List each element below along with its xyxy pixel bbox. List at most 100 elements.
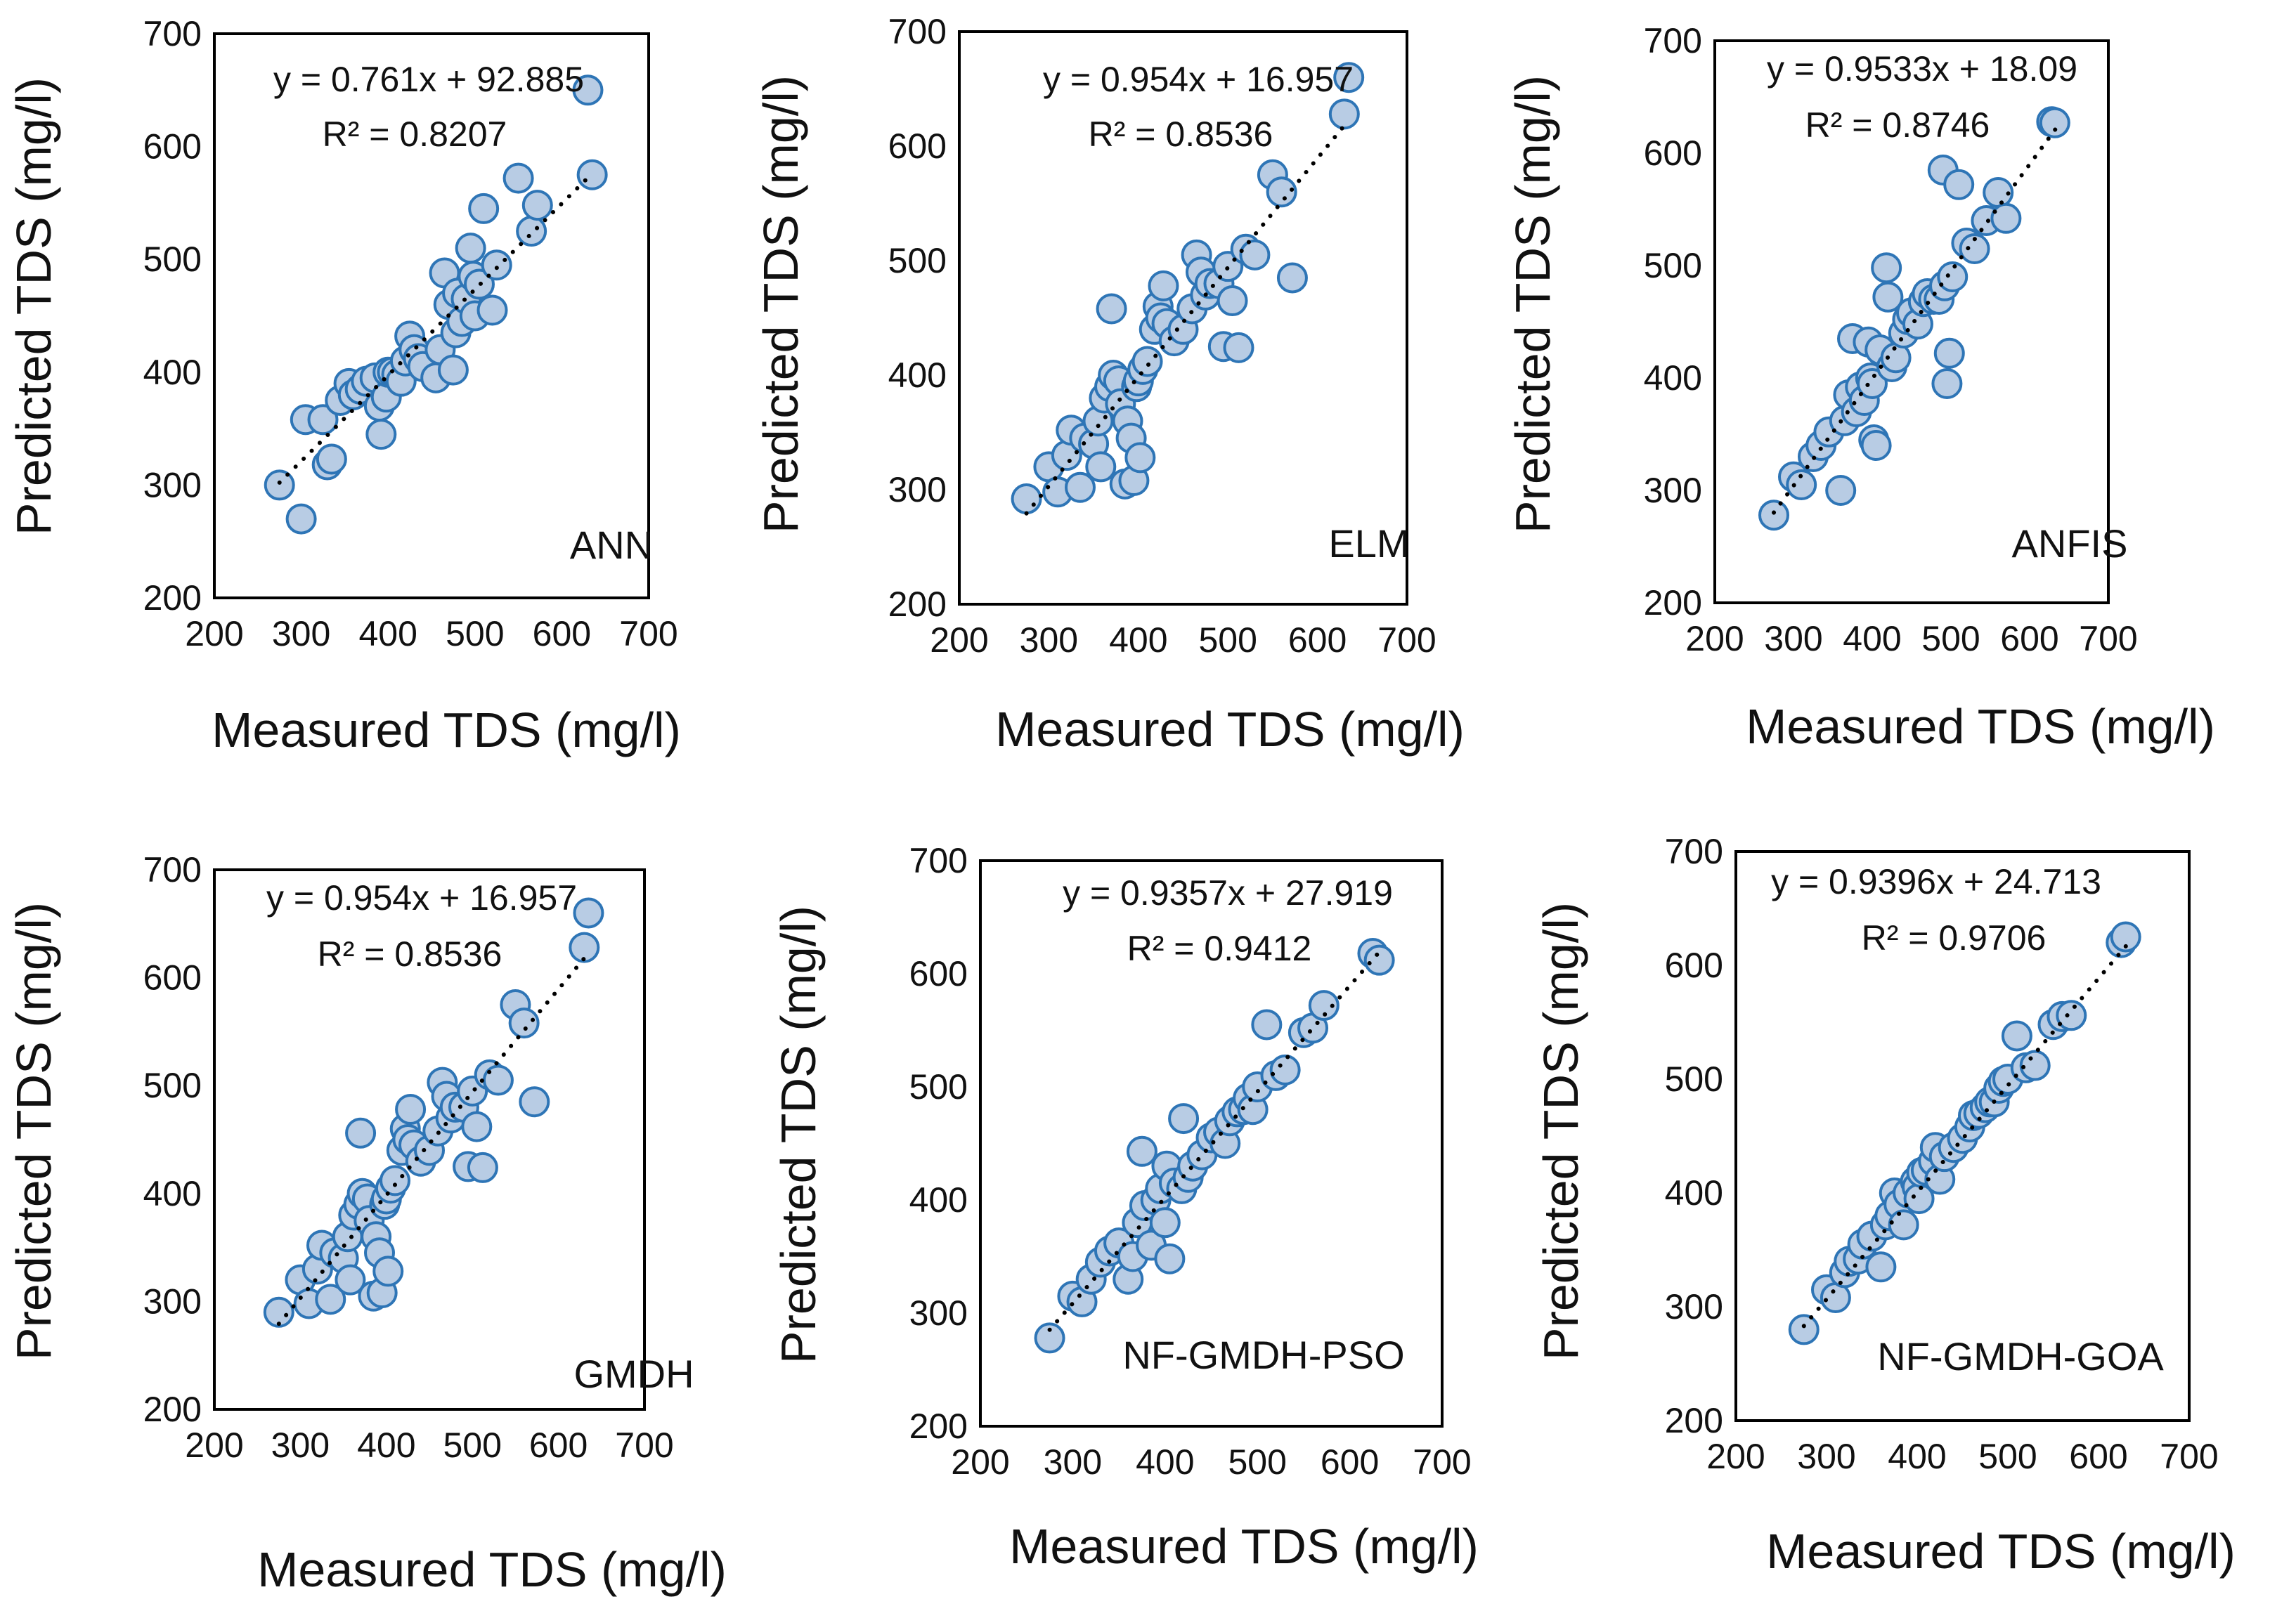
y-tick-label: 200 [1665, 1401, 1723, 1440]
data-point [573, 897, 604, 929]
data-point [1333, 62, 1365, 93]
y-tick-label: 700 [143, 14, 202, 53]
x-axis-title: Measured TDS (mg/l) [995, 702, 1465, 757]
trend-line [1772, 124, 2060, 515]
data-point [1276, 262, 1308, 294]
data-point [1064, 471, 1096, 503]
data-point [521, 190, 553, 221]
r-squared: R² = 0.8536 [318, 934, 502, 974]
data-point [1124, 442, 1156, 474]
data-point [316, 443, 347, 475]
y-tick-label: 700 [1665, 832, 1723, 871]
data-point [1933, 337, 1965, 369]
trend-equation: y = 0.761x + 92.885 [273, 60, 584, 99]
y-tick-label: 300 [1644, 471, 1702, 510]
data-point [519, 1086, 550, 1118]
data-point [482, 1064, 514, 1096]
y-axis-title: Predicted TDS (mg/l) [6, 77, 61, 535]
y-tick-label: 300 [143, 1281, 202, 1321]
trend-equation: y = 0.9357x + 27.919 [1063, 873, 1393, 913]
data-point [1096, 293, 1127, 325]
data-point [1959, 233, 1990, 264]
y-tick-label: 500 [143, 1066, 202, 1105]
x-axis-title: Measured TDS (mg/l) [1766, 1524, 2236, 1579]
data-point [1786, 469, 1817, 500]
y-tick-label: 200 [143, 1390, 202, 1429]
data-point [476, 294, 508, 326]
x-tick-label: 500 [1228, 1442, 1286, 1482]
x-axis-title: Measured TDS (mg/l) [212, 703, 681, 757]
x-tick-label: 600 [2000, 619, 2058, 658]
data-point [1865, 1251, 1897, 1283]
model-label: GMDH [573, 1352, 694, 1396]
y-tick-label: 500 [1644, 246, 1702, 285]
y-axis-title: Predicted TDS (mg/l) [753, 75, 808, 533]
y-tick-label: 500 [1665, 1059, 1723, 1099]
data-point [1860, 430, 1892, 461]
data-point [1931, 368, 1963, 399]
data-point [264, 469, 295, 501]
model-label: ANN [570, 523, 653, 567]
plot-frame [213, 32, 650, 599]
data-point [1937, 261, 1969, 292]
data-point [502, 162, 534, 194]
trend-line [276, 951, 591, 1326]
y-axis-title: Predicted TDS (mg/l) [1533, 902, 1588, 1360]
data-point [1168, 1103, 1200, 1135]
x-tick-label: 500 [1198, 620, 1257, 660]
data-point [1872, 281, 1904, 313]
data-point [1943, 169, 1975, 200]
r-squared: R² = 0.8746 [1805, 105, 1990, 145]
data-point [1363, 944, 1395, 976]
trend-equation: y = 0.9533x + 18.09 [1767, 49, 2077, 89]
y-tick-label: 600 [143, 958, 202, 998]
y-tick-label: 700 [909, 841, 968, 880]
y-tick-label: 700 [1644, 21, 1702, 60]
data-point [1148, 270, 1179, 301]
x-tick-label: 700 [1377, 620, 1436, 660]
x-axis-title: Measured TDS (mg/l) [257, 1542, 727, 1597]
data-point [1871, 252, 1902, 284]
x-tick-label: 600 [1288, 620, 1347, 660]
y-tick-label: 600 [909, 954, 968, 993]
y-tick-label: 400 [1644, 358, 1702, 398]
y-tick-label: 600 [1644, 133, 1702, 173]
data-point [2056, 1000, 2087, 1031]
x-tick-label: 700 [2160, 1437, 2218, 1476]
y-tick-label: 600 [888, 126, 947, 166]
data-point [1085, 451, 1117, 483]
data-point [569, 932, 600, 963]
data-point [1217, 285, 1248, 317]
y-axis-title: Predicted TDS (mg/l) [771, 906, 826, 1364]
x-tick-label: 200 [1706, 1437, 1765, 1476]
x-tick-label: 400 [1136, 1442, 1194, 1482]
y-tick-label: 300 [888, 470, 947, 509]
data-point [1239, 239, 1271, 270]
x-tick-label: 400 [358, 614, 417, 653]
data-point [481, 249, 512, 281]
y-tick-label: 400 [143, 353, 202, 392]
x-tick-label: 400 [1888, 1437, 1946, 1476]
y-tick-label: 400 [1665, 1173, 1723, 1213]
data-point [467, 1152, 498, 1183]
data-point [372, 1255, 404, 1287]
y-tick-label: 300 [1665, 1287, 1723, 1326]
x-tick-label: 500 [446, 614, 504, 653]
data-point [1308, 990, 1340, 1022]
x-tick-label: 200 [1685, 619, 1744, 658]
y-tick-label: 700 [888, 12, 947, 51]
x-tick-label: 200 [951, 1442, 1009, 1482]
x-tick-label: 200 [930, 620, 988, 660]
data-point [1126, 1135, 1157, 1167]
data-point [2110, 921, 2141, 953]
data-point [437, 354, 469, 386]
data-point [1990, 202, 2022, 234]
trend-line [1801, 939, 2133, 1329]
data-point [365, 419, 397, 450]
x-tick-label: 700 [615, 1426, 673, 1465]
x-tick-label: 400 [1843, 619, 1901, 658]
trend-equation: y = 0.954x + 16.957 [266, 878, 577, 918]
